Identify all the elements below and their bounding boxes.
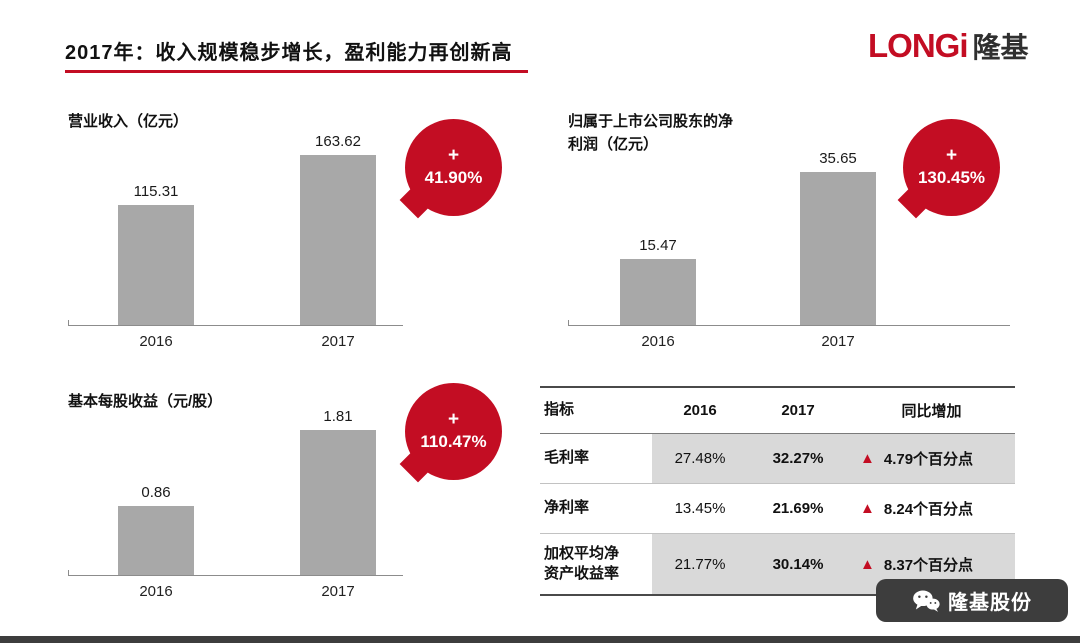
table-cell-yoy: ▲ 8.24个百分点 [848, 484, 1015, 533]
bar-2017 [300, 155, 376, 325]
yoy-value: 8.24个百分点 [883, 501, 974, 518]
logo-wordmark: LONGi [868, 27, 968, 64]
bar-value-label: 35.65 [819, 150, 857, 167]
table-header-metric: 指标 [544, 401, 575, 419]
wechat-watermark: 隆基股份 [876, 579, 1068, 622]
title-underline [65, 70, 528, 73]
table-cell-yoy: ▲ 4.79个百分点 [848, 434, 1015, 483]
table-cell-2017: 32.27% [748, 434, 848, 483]
yoy-value: 4.79个百分点 [883, 451, 974, 468]
category-label-2017: 2017 [321, 583, 355, 600]
table-cell-metric: 毛利率 [544, 449, 590, 467]
category-label-2016: 2016 [139, 333, 173, 350]
growth-badge: + 110.47% [405, 383, 502, 480]
bar-value-label: 15.47 [639, 237, 677, 254]
bar-group-2016: 115.31 [118, 183, 194, 325]
wechat-icon [912, 589, 940, 613]
axis-tick [568, 320, 569, 325]
bar-group-2017: 163.62 [300, 133, 376, 325]
badge-sign: + [945, 145, 958, 166]
table-cell-2016: 13.45% [674, 500, 726, 517]
longi-logo: LONGi 隆基 [868, 26, 1029, 66]
bar-group-2017: 35.65 [800, 150, 876, 325]
category-label-2016: 2016 [641, 333, 675, 350]
axis-tick [68, 570, 69, 575]
category-label-2017: 2017 [821, 333, 855, 350]
bar-value-label: 0.86 [141, 484, 171, 501]
bar-2016 [118, 205, 194, 325]
chart-plot: 115.31 163.62 2016 2017 + 41.90% [65, 105, 502, 360]
bar-group-2016: 0.86 [118, 484, 194, 575]
increase-triangle-icon: ▲ [860, 450, 875, 467]
x-axis [68, 325, 403, 326]
metrics-table: 指标 2016 2017 同比增加 毛利率 27.48% 32.27% ▲ 4.… [540, 386, 1015, 596]
table-cell-2017: 21.69% [772, 500, 824, 517]
table-cell-2017: 30.14% [748, 534, 848, 594]
growth-badge: + 41.90% [405, 119, 502, 216]
table-header-yoy: 同比增加 [901, 403, 962, 420]
bar-2016 [620, 259, 696, 325]
growth-badge: + 130.45% [903, 119, 1000, 216]
bar-value-label: 163.62 [315, 133, 361, 150]
badge-sign: + [447, 145, 460, 166]
x-axis [568, 325, 1010, 326]
table-cell-metric: 净利率 [544, 499, 590, 517]
watermark-label: 隆基股份 [948, 592, 1032, 614]
table-cell-metric: 加权平均净资产收益率 [544, 544, 620, 582]
page-title: 2017年：收入规模稳步增长，盈利能力再创新高 [65, 42, 513, 64]
badge-value: 130.45% [917, 167, 986, 187]
chart-title: 营业收入（亿元） [68, 113, 189, 130]
bar-value-label: 115.31 [133, 183, 179, 200]
chart-eps: 基本每股收益（元/股） 0.86 1.81 2016 2017 + 110.47… [65, 383, 502, 620]
increase-triangle-icon: ▲ [860, 555, 875, 573]
badge-value: 41.90% [424, 167, 483, 187]
axis-tick [68, 320, 69, 325]
bar-2017 [800, 172, 876, 325]
chart-title: 基本每股收益（元/股） [68, 393, 223, 410]
chart-net-profit: 归属于上市公司股东的净利润（亿元） 15.47 35.65 2016 2017 … [540, 105, 1015, 360]
table-row: 加权平均净资产收益率 21.77% 30.14% ▲ 8.37个百分点 [540, 534, 1015, 594]
bar-group-2017: 1.81 [300, 408, 376, 575]
chart-title: 归属于上市公司股东的净利润（亿元） [568, 113, 734, 153]
table-cell-2016: 21.77% [652, 534, 748, 594]
bar-group-2016: 15.47 [620, 237, 696, 325]
chart-plot: 0.86 1.81 2016 2017 + 110.47% [65, 383, 502, 620]
bar-value-label: 1.81 [323, 408, 353, 425]
category-label-2016: 2016 [139, 583, 173, 600]
chart-plot: 15.47 35.65 2016 2017 + 130.45% [540, 105, 1015, 360]
table-header-2016: 2016 [683, 402, 717, 419]
bottom-bar [0, 636, 1080, 643]
yoy-value: 8.37个百分点 [883, 556, 974, 574]
increase-triangle-icon: ▲ [860, 500, 875, 517]
badge-value: 110.47% [420, 431, 487, 451]
table-row: 毛利率 27.48% 32.27% ▲ 4.79个百分点 [540, 434, 1015, 484]
bar-2017 [300, 430, 376, 575]
x-axis [68, 575, 403, 576]
category-label-2017: 2017 [321, 333, 355, 350]
chart-revenue: 营业收入（亿元） 115.31 163.62 2016 2017 + 41.90… [65, 105, 502, 360]
table-header-2017: 2017 [781, 402, 815, 419]
logo-chinese-name: 隆基 [972, 32, 1029, 63]
table-cell-2016: 27.48% [652, 434, 748, 483]
table-row: 净利率 13.45% 21.69% ▲ 8.24个百分点 [540, 484, 1015, 534]
table-header-row: 指标 2016 2017 同比增加 [540, 388, 1015, 434]
bar-2016 [118, 506, 194, 575]
badge-sign: + [447, 409, 460, 430]
